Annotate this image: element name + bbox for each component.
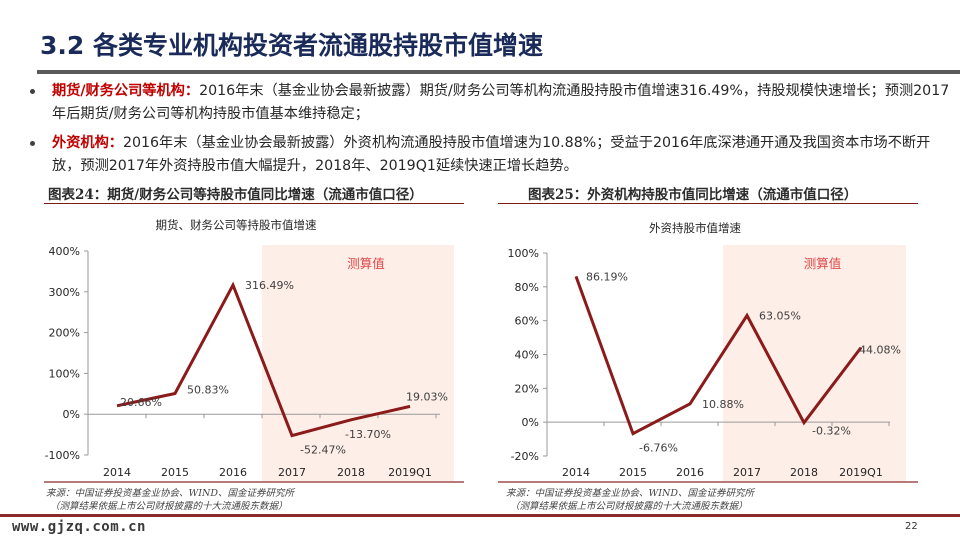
x-tick-label: 2014 [103,466,131,479]
y-tick-label: 80% [515,281,539,294]
x-tick-label: 2019Q1 [388,466,432,479]
bullet-highlight: 期货/财务公司等机构： [52,83,200,99]
data-label: 19.03% [406,390,448,403]
y-tick-label: -20% [511,450,539,463]
website-link[interactable]: www.gjzq.com.cn [12,519,146,535]
y-tick-label: 300% [49,286,80,299]
figure-25-source: 来源：中国证券投资基金业协会、WIND、国金证券研究所 （测算结果依据上市公司财… [506,487,754,513]
estimate-shade [262,245,454,481]
line-chart-1: 测算值 期货、财务公司等持股市值增速 400% 300% 200% 100% 0% -100%… [44,218,464,483]
data-label: -6.76% [639,442,678,455]
bullet-text: 2016年末（基金业协会最新披露）期货/财务公司等机构流通股持股市值增速316.… [52,83,950,122]
data-label: 20.66% [120,396,162,409]
y-tick-label: 40% [515,349,539,362]
title-divider [37,70,960,74]
series-line [574,275,863,436]
data-label: 316.49% [245,279,294,292]
figure-25-caption: 图表25：外资机构持股市值同比增速（流通市值口径） [528,187,858,203]
data-label: 86.19% [586,270,628,283]
x-tick-label: 2016 [219,466,247,479]
y-tick-label: 100% [508,247,539,260]
y-tick-label: 0% [63,408,80,421]
x-tick-label: 2018 [337,466,365,479]
source-line-2: （测算结果依据上市公司财报披露的十大流通股东数据） [50,501,288,512]
chart-title: 外资持股市值增速 [649,221,741,235]
bullet-dot-icon [30,89,35,94]
data-label: -13.70% [345,428,391,441]
y-tick-label: 400% [49,245,80,258]
data-label: -52.47% [300,444,346,457]
figure-24-caption: 图表24：期货/财务公司等持股市值同比增速（流通市值口径） [48,187,423,203]
data-label: 50.83% [187,383,229,396]
data-label: 10.88% [702,398,744,411]
y-tick-label: 20% [515,382,539,395]
y-tick-label: 60% [515,315,539,328]
estimate-shade [723,245,906,481]
bullet-highlight: 外资机构： [52,135,123,151]
figure-25-rule [498,203,918,204]
data-label: -0.32% [812,425,851,438]
x-tick-label: 2015 [619,466,647,479]
bullet-dot-icon [30,141,35,146]
x-tick-label: 2014 [562,466,590,479]
bullet-foreign: 外资机构：2016年末（基金业协会最新披露）外资机构流通股持股市值增速为10.8… [30,132,955,180]
source-line-2: （测算结果依据上市公司财报披露的十大流通股东数据） [510,501,748,512]
x-tick-label: 2017 [733,466,761,479]
slide-title: 3.2 各类专业机构投资者流通股持股市值增速 [40,31,543,60]
figure-24-source: 来源：中国证券投资基金业协会、WIND、国金证券研究所 （测算结果依据上市公司财… [46,487,294,513]
chart-title: 期货、财务公司等持股市值增速 [156,218,317,232]
data-label: 63.05% [759,310,801,323]
bullet-text: 2016年末（基金业协会最新披露）外资机构流通股持股市值增速为10.88%；受益… [52,135,931,174]
footer-divider [0,514,960,517]
y-tick-label: 0% [522,416,539,429]
x-tick-label: 2016 [676,466,704,479]
estimate-label: 测算值 [804,256,842,271]
estimate-label: 测算值 [347,256,385,271]
y-tick-label: 200% [49,327,80,340]
x-tick-label: 2015 [161,466,189,479]
data-label: 44.08% [859,344,901,357]
bullet-futures-finance: 期货/财务公司等机构：2016年末（基金业协会最新披露）期货/财务公司等机构流通… [30,80,955,128]
line-chart-2: 测算值 外资持股市值增速 100% 80% 60% 40% 20% 0% -20% 2014 201… [498,221,918,483]
source-line-1: 来源：中国证券投资基金业协会、WIND、国金证券研究所 [46,488,294,499]
x-tick-label: 2019Q1 [839,466,883,479]
x-tick-label: 2018 [790,466,818,479]
y-tick-label: 100% [49,367,80,380]
y-tick-label: -100% [45,449,80,462]
figure-24-rule [44,203,464,204]
page-number: 22 [905,521,918,532]
source-line-1: 来源：中国证券投资基金业协会、WIND、国金证券研究所 [506,488,754,499]
series-line [116,281,411,438]
x-tick-label: 2017 [278,466,306,479]
